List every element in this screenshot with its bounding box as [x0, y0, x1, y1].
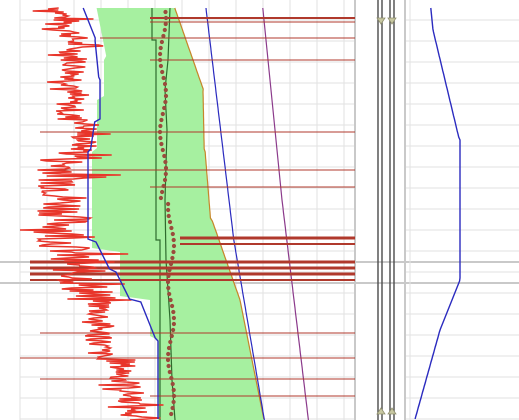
noisy-curve: [19, 7, 164, 420]
right-track-blue-curve: [414, 7, 461, 420]
sample-dot: [166, 273, 171, 279]
sample-dot: [171, 309, 176, 315]
sample-dot: [162, 27, 167, 33]
sample-dot: [160, 111, 165, 117]
sample-dot: [162, 105, 167, 111]
sample-dot: [158, 135, 163, 141]
sample-dot: [163, 9, 168, 15]
sample-dot: [166, 363, 171, 369]
step-curve: [151, 7, 176, 420]
sample-dot: [160, 69, 165, 75]
sample-dot: [157, 129, 163, 135]
sample-dot: [171, 393, 177, 399]
sample-dot: [159, 39, 164, 45]
sample-dot: [161, 183, 166, 189]
sample-dot: [162, 177, 168, 183]
sample-dot: [158, 51, 163, 57]
fill-boundary-curve: [174, 7, 265, 420]
sample-dot: [161, 75, 166, 81]
sample-dot: [158, 45, 163, 51]
sample-dot: [169, 333, 174, 339]
sample-dot: [163, 93, 169, 99]
sample-dot: [162, 153, 167, 159]
sample-dot: [162, 81, 168, 87]
sample-dot: [163, 99, 168, 105]
sample-dot: [168, 339, 173, 345]
sample-dot: [161, 33, 166, 39]
sample-dot: [168, 261, 174, 267]
sample-dot: [158, 63, 163, 69]
right-track: [414, 7, 461, 420]
sample-dot: [171, 387, 176, 393]
right-blue-curve: [205, 7, 265, 420]
sample-dot: [163, 171, 168, 177]
track-handle-icon: [376, 17, 386, 25]
sample-dot: [163, 159, 168, 165]
sample-dot: [170, 255, 175, 261]
track-handle-icon: [387, 17, 397, 25]
sample-dot: [160, 189, 165, 195]
sample-dot: [167, 369, 172, 375]
right-purple-curve: [262, 7, 309, 420]
sample-dot: [169, 411, 174, 417]
sample-dot: [158, 195, 163, 201]
sample-dot: [166, 351, 171, 357]
sample-dot: [165, 279, 171, 285]
sample-dot: [166, 207, 171, 213]
sample-dot: [171, 237, 176, 243]
sample-dot: [159, 117, 164, 123]
sample-dot: [170, 303, 175, 309]
sample-dot: [166, 213, 171, 219]
sample-dot: [171, 327, 176, 333]
sample-dot: [171, 249, 176, 255]
sample-dot: [167, 219, 173, 225]
sample-dot: [163, 165, 169, 171]
track-handle-icon: [376, 407, 386, 415]
shaded-fill: [92, 8, 264, 420]
track-handle-icon: [387, 407, 397, 415]
sample-dot: [166, 201, 171, 207]
sample-dot: [169, 225, 174, 231]
sample-dot: [163, 87, 168, 93]
sample-dot: [170, 405, 175, 411]
sample-dot: [171, 321, 176, 327]
sample-dot: [167, 267, 172, 273]
sample-dot: [166, 345, 172, 351]
sample-dot: [166, 285, 171, 291]
sample-dot: [163, 15, 169, 21]
sample-dot: [170, 381, 175, 387]
sample-dot: [158, 123, 163, 129]
middle-track: [376, 0, 397, 420]
sample-dot: [168, 297, 173, 303]
main-log-track: [19, 7, 355, 420]
sample-dot: [158, 57, 163, 63]
sample-dot: [159, 141, 164, 147]
sample-dot: [171, 243, 177, 249]
sample-dot: [171, 399, 176, 405]
sample-dot: [169, 375, 174, 381]
sample-dot: [160, 147, 165, 153]
sample-dot: [165, 357, 171, 363]
sample-dot: [170, 231, 175, 237]
sample-dot: [163, 21, 168, 27]
sample-dot: [171, 315, 176, 321]
baseline-curve: [82, 7, 159, 419]
sample-dot: [167, 291, 172, 297]
